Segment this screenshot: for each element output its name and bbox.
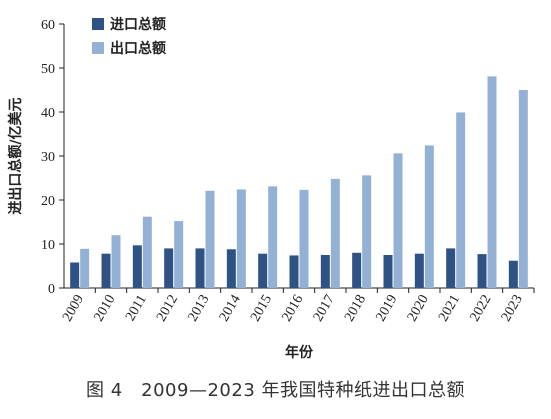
import-bar xyxy=(320,255,330,288)
x-tick-label: 2017 xyxy=(311,293,338,325)
export-bar xyxy=(236,189,246,288)
import-bar xyxy=(289,255,299,288)
legend-label: 出口总额 xyxy=(110,40,166,57)
x-tick-label: 2021 xyxy=(436,293,463,325)
x-tick-label: 2019 xyxy=(373,293,400,325)
import-bar xyxy=(383,255,393,288)
export-bar xyxy=(174,221,184,288)
x-tick-label: 2010 xyxy=(91,293,118,325)
import-bar xyxy=(101,253,111,288)
x-tick-label: 2012 xyxy=(154,293,181,325)
y-tick-label: 0 xyxy=(48,282,55,297)
y-tick-label: 40 xyxy=(41,106,55,121)
x-tick-label: 2014 xyxy=(217,293,244,325)
y-tick-label: 60 xyxy=(41,18,55,33)
import-bar xyxy=(164,248,174,288)
export-bar xyxy=(268,186,278,288)
import-bar xyxy=(508,260,518,288)
export-bar xyxy=(299,189,309,288)
x-tick-label: 2020 xyxy=(405,293,432,325)
export-bar xyxy=(80,248,90,288)
y-tick-label: 10 xyxy=(41,238,55,253)
x-tick-label: 2018 xyxy=(342,293,369,325)
import-bar xyxy=(258,253,268,288)
x-tick-label: 2015 xyxy=(248,293,275,325)
figure-caption: 图 4 2009—2023 年我国特种纸进出口总额 xyxy=(85,380,465,401)
x-tick-label: 2016 xyxy=(279,293,306,325)
y-axis-title: 进出口总额/亿美元 xyxy=(7,97,24,214)
x-axis-title: 年份 xyxy=(285,344,314,361)
import-bar xyxy=(70,262,80,288)
import-bar xyxy=(226,249,236,288)
export-bar xyxy=(205,190,215,288)
export-bar xyxy=(456,112,466,288)
legend-label: 进口总额 xyxy=(110,16,166,33)
export-bar xyxy=(487,76,497,288)
y-tick-label: 20 xyxy=(41,194,55,209)
export-bar xyxy=(362,175,372,288)
export-bar xyxy=(330,178,340,288)
import-bar xyxy=(195,248,205,288)
x-tick-label: 2011 xyxy=(123,293,150,324)
legend-swatch xyxy=(92,18,104,30)
chart: 0 10 20 30 40 50 60 进出口总额/亿美元 2009 2010 2011 2012 20… xyxy=(7,16,535,361)
export-bar xyxy=(424,145,434,288)
x-tick-label: 2022 xyxy=(467,293,494,325)
x-tick-label: 2023 xyxy=(499,293,526,325)
export-bar xyxy=(111,235,121,288)
import-bar xyxy=(132,245,142,288)
export-bar xyxy=(393,153,403,288)
y-tick-label: 30 xyxy=(41,150,55,165)
export-bar xyxy=(142,216,152,288)
y-tick-label: 50 xyxy=(41,62,55,77)
legend-swatch xyxy=(92,42,104,54)
x-tick-label: 2009 xyxy=(60,293,87,325)
import-bar xyxy=(414,253,424,288)
import-bar xyxy=(477,254,487,288)
x-tick-label: 2013 xyxy=(185,293,212,325)
import-bar xyxy=(352,252,362,288)
import-bar xyxy=(446,248,456,288)
export-bar xyxy=(518,90,528,288)
